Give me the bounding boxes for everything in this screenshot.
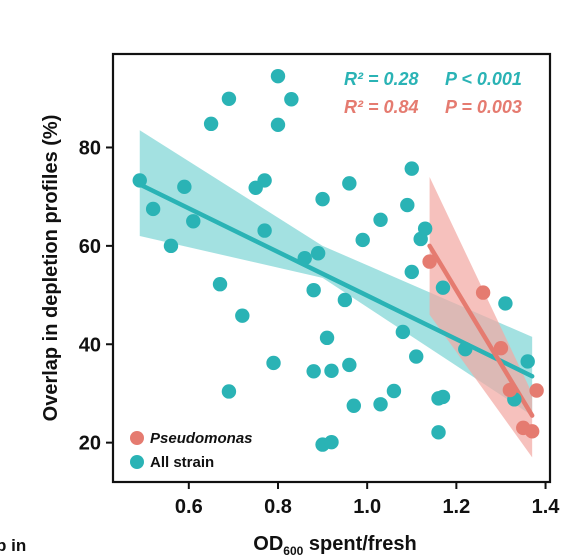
y-axis-title: Overlap in depletion profiles (%) [40,115,62,422]
data-point-all-strain [132,173,147,188]
stats-annotation-all: R² = 0.28 P < 0.001 [344,69,522,89]
data-point-all-strain [221,384,237,399]
data-point-pseudomonas [422,254,437,269]
data-point-all-strain [177,179,192,195]
data-point-all-strain [409,349,424,364]
data-point-all-strain [324,363,339,379]
data-point-all-strain [235,308,250,323]
data-points [132,68,544,452]
cropped-label-fragment: p in [0,536,26,555]
data-point-pseudomonas [524,424,540,439]
p-label-all: P < 0.001 [445,69,522,89]
data-point-all-strain [404,264,419,280]
y-tick-label: 80 [79,137,101,159]
stats-annotation-pseudomonas: R² = 0.84 P = 0.003 [344,97,522,117]
x-tick-label: 0.8 [264,496,292,518]
data-point-pseudomonas [502,382,518,398]
data-point-all-strain [342,357,357,373]
data-point-pseudomonas [493,340,509,356]
data-point-all-strain [297,250,312,266]
y-tick-label: 40 [79,334,101,356]
data-point-pseudomonas [529,383,544,398]
r2-label-all: R² = 0.28 [344,69,419,89]
data-point-all-strain [355,232,370,248]
data-point-all-strain [306,282,321,298]
data-point-all-strain [186,214,201,229]
legend-marker-all-strain [130,455,144,469]
legend-label-all-strain: All strain [150,454,214,471]
legend-label-pseudomonas: Pseudomonas [150,430,253,447]
legend: Pseudomonas All strain [130,430,253,471]
x-tick-label: 0.6 [175,496,203,518]
data-point-all-strain [163,238,179,254]
p-label-pseudomonas: P = 0.003 [445,97,522,117]
legend-marker-pseudomonas [130,431,144,445]
data-point-all-strain [342,176,357,191]
y-axis-ticks: 20 40 60 80 [79,137,113,455]
x-tick-label: 1.0 [353,496,381,518]
data-point-all-strain [498,296,513,311]
y-tick-label: 20 [79,433,101,455]
r2-label-pseudomonas: R² = 0.84 [344,97,419,117]
plot-frame [111,52,552,484]
data-point-all-strain [458,341,473,357]
data-point-all-strain [386,383,402,399]
confidence-bands [139,130,533,458]
data-point-all-strain [145,201,161,217]
data-point-all-strain [373,212,388,227]
data-point-all-strain [315,191,330,207]
confidence-band-pseudomonas [429,176,533,458]
data-point-all-strain [257,173,272,188]
data-point-all-strain [270,68,286,84]
data-point-all-strain [221,91,237,106]
x-tick-label: 1.2 [442,496,470,518]
data-point-all-strain [417,221,433,236]
data-point-all-strain [435,280,451,295]
data-point-all-strain [306,364,321,379]
data-point-all-strain [324,434,339,450]
y-tick-label: 60 [79,236,101,258]
data-point-all-strain [520,354,535,369]
data-point-all-strain [346,398,361,413]
data-point-all-strain [400,197,415,213]
x-axis-ticks: 0.6 0.8 1.0 1.2 1.4 [175,482,560,518]
confidence-band-all-strain [139,130,533,416]
data-point-all-strain [337,292,353,308]
data-point-all-strain [203,116,219,132]
data-point-all-strain [395,324,411,340]
data-point-all-strain [404,161,419,176]
data-point-all-strain [431,425,446,440]
data-point-all-strain [319,330,335,346]
data-point-all-strain [435,389,451,405]
data-point-all-strain [373,397,388,412]
data-point-all-strain [212,277,228,292]
data-point-all-strain [270,117,286,133]
data-point-all-strain [310,246,326,261]
x-tick-label: 1.4 [532,496,561,518]
data-point-all-strain [266,355,281,371]
data-point-all-strain [284,92,299,107]
data-point-pseudomonas [475,285,491,300]
x-axis-title: OD600 spent/fresh [253,533,416,556]
data-point-all-strain [257,223,272,238]
